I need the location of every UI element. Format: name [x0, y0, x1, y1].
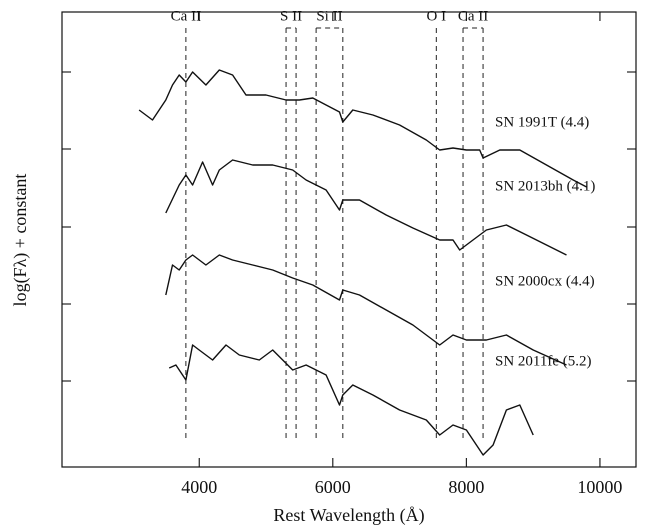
- y-axis-label: log(Fλ) + constant: [10, 174, 31, 307]
- series-label: SN 2011fe (5.2): [495, 353, 592, 369]
- plot-frame: [61, 11, 637, 468]
- series-label: SN 1991T (4.4): [495, 114, 589, 130]
- spectrum: [165, 254, 567, 366]
- x-tick-label: 8000: [448, 477, 484, 497]
- x-tick-label: 4000: [181, 477, 217, 497]
- series-label: SN 2013bh (4.1): [495, 178, 595, 194]
- series-label: SN 2000cx (4.4): [495, 273, 595, 289]
- x-tick-label: 10000: [577, 477, 622, 497]
- annotation-label: S II: [280, 8, 302, 24]
- x-axis-label: Rest Wavelength (Å): [273, 505, 424, 526]
- annotation-label: Si II: [316, 8, 342, 24]
- x-tick-label: 6000: [315, 477, 351, 497]
- annotation-label: Ca II: [458, 8, 488, 24]
- annotation-label: O I: [427, 8, 447, 24]
- spectrum: [168, 344, 534, 456]
- spectrum: [138, 69, 587, 188]
- annotation-label: Ca II: [171, 8, 201, 24]
- spectrum: [165, 159, 567, 256]
